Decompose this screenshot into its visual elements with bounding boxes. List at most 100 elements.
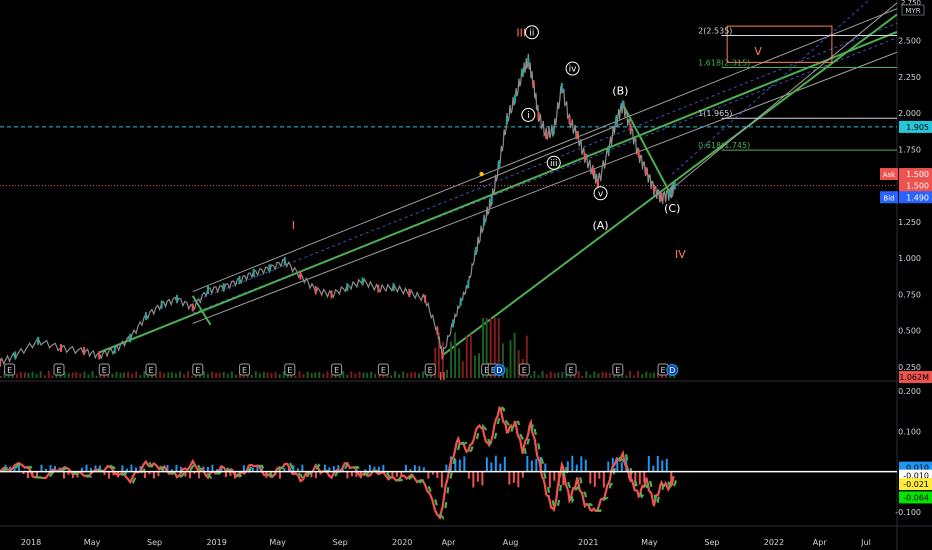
volume-bar [270, 373, 273, 378]
volume-bar [274, 371, 277, 378]
price-tick-label: 0.750 [898, 290, 921, 299]
volume-bar [0, 376, 2, 378]
volume-bar [215, 372, 218, 378]
volume-bar [605, 372, 608, 378]
volume-bar [254, 371, 257, 378]
oscillator-histogram-bar [148, 471, 151, 475]
candle-mark [238, 275, 241, 284]
volume-bar [390, 375, 393, 378]
oscillator-histogram-bar [625, 455, 628, 472]
volume-bar [509, 340, 512, 378]
candle-mark [14, 351, 17, 360]
volume-bar [159, 371, 162, 378]
earnings-letter: E [195, 366, 200, 375]
volume-bar [601, 372, 604, 378]
oscillator-histogram-bar [13, 466, 16, 472]
channel-lower [192, 51, 898, 324]
oscillator-histogram-bar [512, 471, 515, 483]
volume-bar [549, 371, 552, 378]
volume-bar [234, 374, 237, 378]
wave-circle [521, 107, 536, 122]
earnings-marker [377, 363, 389, 376]
oscillator-histogram-bar [323, 464, 326, 472]
volume-bar [59, 374, 62, 378]
volume-bar [517, 350, 520, 378]
volume-bar [174, 373, 177, 378]
oscillator-histogram-bar [490, 462, 493, 472]
oscillator-histogram-bar [53, 466, 56, 472]
oscillator-histogram-bar [292, 465, 295, 472]
volume-bar [533, 371, 536, 378]
earnings-marker [284, 363, 296, 376]
price-tick-label: 1.000 [898, 254, 921, 263]
volume-bar [633, 375, 636, 378]
wave-label: v [598, 189, 604, 199]
volume-bar [545, 373, 548, 378]
oscillator-histogram-bar [440, 471, 443, 488]
candle-mark [498, 159, 501, 168]
volume-bar [669, 374, 672, 378]
volume-bar [358, 371, 361, 378]
channel2-dashed [671, 0, 870, 175]
volume-bar [7, 374, 10, 378]
oscillator-histogram-bar [152, 471, 155, 479]
candle-mark [521, 68, 524, 77]
volume-bar [417, 373, 420, 378]
oscillator-histogram-bar [458, 459, 461, 472]
earnings-letter: E [56, 366, 61, 375]
oscillator-histogram-bar [283, 468, 286, 472]
oscillator-histogram-bar [508, 471, 511, 485]
volume-bar [426, 374, 429, 378]
candle-mark [629, 123, 632, 132]
volume-bar [445, 369, 448, 378]
oscillator-histogram-bar [373, 466, 376, 472]
candle-mark [597, 178, 599, 187]
volume-bar [15, 373, 18, 378]
earnings-marker [192, 363, 204, 376]
earnings-letter: E [334, 366, 339, 375]
volume-bar [63, 371, 66, 378]
candle-mark [645, 167, 648, 176]
volume-bar [218, 372, 221, 378]
volume-bar [155, 374, 158, 378]
candle-mark [615, 116, 618, 125]
oscillator-histogram-bar [22, 471, 25, 475]
volume-bar [83, 371, 86, 378]
oscillator-histogram-bar [665, 458, 668, 472]
oscillator-histogram-bar [332, 466, 335, 472]
dividend-letter: D [669, 366, 675, 375]
oscillator-histogram-bar [481, 471, 484, 486]
volume-bar [577, 371, 580, 378]
oscillator-histogram-bar [656, 455, 659, 472]
volume-bar [366, 372, 369, 378]
volume-bar [306, 371, 309, 378]
oscillator-histogram-bar [670, 471, 673, 487]
candle-mark [532, 80, 535, 89]
oscillator-histogram-bar [391, 471, 394, 479]
trendline-green-rise [441, 13, 898, 357]
oscillator-histogram-bar [395, 471, 398, 477]
oscillator-histogram-bar [589, 471, 592, 484]
volume-bar [374, 373, 377, 378]
candle-mark [607, 145, 610, 154]
oscillator-histogram-bar [17, 464, 20, 472]
volume-bar [71, 372, 74, 378]
volume-bar [39, 371, 42, 378]
oscillator-histogram-bar [62, 471, 65, 479]
earnings-letter: E [148, 366, 153, 375]
earnings-letter: E [381, 366, 386, 375]
oscillator-histogram-bar [463, 456, 466, 472]
oscillator-histogram-bar [206, 466, 209, 472]
volume-bar [561, 371, 564, 378]
oscillator-histogram-bar [422, 467, 425, 472]
oscillator-histogram-bar [404, 464, 407, 472]
time-tick-label: May [269, 538, 286, 547]
volume-bar [330, 374, 333, 378]
oscillator-histogram-bar [296, 468, 299, 472]
volume-bar [597, 373, 600, 378]
fib-label: 1.618(2.315) [698, 58, 750, 67]
wave-label: ii [529, 28, 534, 38]
oscillator-histogram-bar [661, 460, 664, 472]
